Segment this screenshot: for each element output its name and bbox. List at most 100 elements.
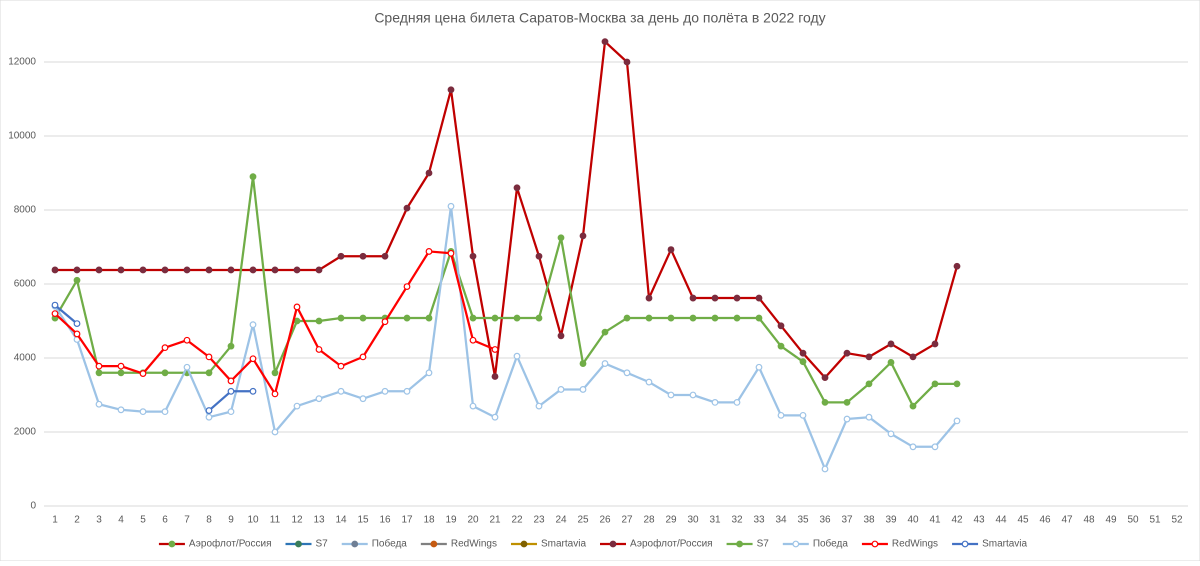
chart-title: Средняя цена билета Саратов-Москва за де… bbox=[374, 10, 825, 26]
x-tick-label: 6 bbox=[162, 515, 168, 526]
x-tick-label: 51 bbox=[1149, 515, 1161, 526]
data-point bbox=[623, 58, 631, 66]
legend-marker bbox=[520, 540, 528, 548]
data-point bbox=[359, 314, 367, 322]
data-point bbox=[315, 266, 323, 274]
x-tick-label: 13 bbox=[313, 515, 325, 526]
data-point bbox=[117, 266, 125, 274]
data-point bbox=[95, 369, 103, 377]
x-tick-label: 50 bbox=[1127, 515, 1139, 526]
legend-label: Победа bbox=[813, 538, 849, 550]
data-point bbox=[909, 402, 917, 410]
x-tick-label: 38 bbox=[863, 515, 875, 526]
data-point bbox=[337, 387, 345, 395]
data-point bbox=[931, 340, 939, 348]
data-point bbox=[381, 318, 389, 326]
y-tick-label: 6000 bbox=[14, 279, 37, 290]
data-point bbox=[733, 399, 741, 406]
legend-marker bbox=[295, 540, 302, 548]
data-point bbox=[623, 314, 631, 322]
y-tick-label: 2000 bbox=[14, 427, 37, 438]
x-tick-label: 29 bbox=[665, 515, 677, 526]
data-point bbox=[425, 369, 433, 377]
legend-label: Smartavia bbox=[982, 539, 1027, 550]
x-tick-label: 47 bbox=[1061, 515, 1073, 526]
legend-label: Smartavia bbox=[541, 539, 586, 550]
data-point bbox=[271, 266, 279, 274]
x-tick-label: 40 bbox=[907, 515, 919, 526]
x-tick-label: 15 bbox=[357, 515, 369, 526]
x-tick-label: 42 bbox=[951, 515, 963, 526]
data-point bbox=[843, 399, 851, 406]
data-point bbox=[315, 346, 323, 353]
legend-label: Аэрофлот/Россия bbox=[630, 538, 713, 550]
data-point bbox=[689, 391, 697, 399]
x-tick-label: 41 bbox=[929, 515, 941, 526]
data-point bbox=[95, 400, 103, 408]
x-tick-label: 20 bbox=[467, 515, 479, 526]
data-point bbox=[249, 387, 257, 395]
data-point bbox=[777, 411, 785, 419]
data-point bbox=[909, 443, 917, 451]
data-point bbox=[95, 266, 103, 274]
data-point bbox=[381, 252, 389, 260]
data-point bbox=[205, 407, 213, 414]
data-point bbox=[755, 363, 763, 371]
data-point bbox=[557, 386, 565, 393]
data-point bbox=[667, 246, 675, 253]
data-point bbox=[227, 377, 235, 385]
data-point bbox=[535, 252, 543, 260]
data-point bbox=[447, 86, 455, 94]
data-point bbox=[755, 314, 763, 322]
data-point bbox=[557, 332, 565, 340]
data-point bbox=[227, 408, 235, 416]
series-line bbox=[54, 205, 958, 471]
data-point bbox=[821, 399, 829, 406]
data-point bbox=[579, 360, 587, 367]
legend-marker bbox=[736, 540, 743, 548]
data-point bbox=[469, 252, 477, 260]
data-point bbox=[73, 276, 81, 284]
x-tick-label: 18 bbox=[423, 515, 435, 526]
y-tick-label: 12000 bbox=[8, 57, 36, 68]
data-point bbox=[667, 391, 675, 399]
data-point bbox=[733, 314, 741, 322]
data-point bbox=[73, 320, 81, 327]
data-point bbox=[249, 355, 257, 363]
x-tick-label: 48 bbox=[1083, 515, 1095, 526]
data-point bbox=[469, 314, 477, 322]
data-point bbox=[293, 303, 301, 311]
legend-label: RedWings bbox=[451, 539, 497, 550]
data-point bbox=[513, 314, 521, 322]
x-tick-label: 39 bbox=[885, 515, 897, 526]
data-point bbox=[425, 314, 433, 322]
x-tick-label: 3 bbox=[96, 515, 102, 526]
data-point bbox=[491, 413, 499, 421]
legend-marker bbox=[430, 540, 438, 548]
data-point bbox=[161, 408, 169, 416]
series-line bbox=[54, 175, 957, 408]
data-point bbox=[293, 266, 301, 274]
x-tick-label: 1 bbox=[52, 515, 58, 526]
x-tick-label: 14 bbox=[335, 515, 347, 526]
data-point bbox=[645, 314, 653, 322]
data-point bbox=[887, 359, 895, 366]
x-tick-label: 8 bbox=[206, 515, 212, 526]
data-point bbox=[843, 349, 851, 357]
legend-label: RedWings bbox=[892, 539, 938, 550]
data-point bbox=[469, 402, 477, 410]
y-tick-label: 0 bbox=[30, 501, 36, 512]
x-tick-label: 19 bbox=[445, 515, 457, 526]
data-point bbox=[161, 266, 169, 274]
data-point bbox=[711, 294, 719, 302]
x-tick-label: 11 bbox=[270, 515, 281, 526]
x-tick-label: 52 bbox=[1171, 515, 1183, 526]
x-tick-label: 22 bbox=[511, 515, 523, 526]
legend-label: Аэрофлот/Россия bbox=[189, 538, 272, 550]
data-point bbox=[117, 362, 125, 370]
data-point bbox=[403, 283, 411, 290]
x-tick-label: 44 bbox=[995, 515, 1007, 526]
data-point bbox=[73, 266, 81, 274]
data-point bbox=[425, 248, 433, 255]
x-tick-label: 25 bbox=[577, 515, 589, 526]
